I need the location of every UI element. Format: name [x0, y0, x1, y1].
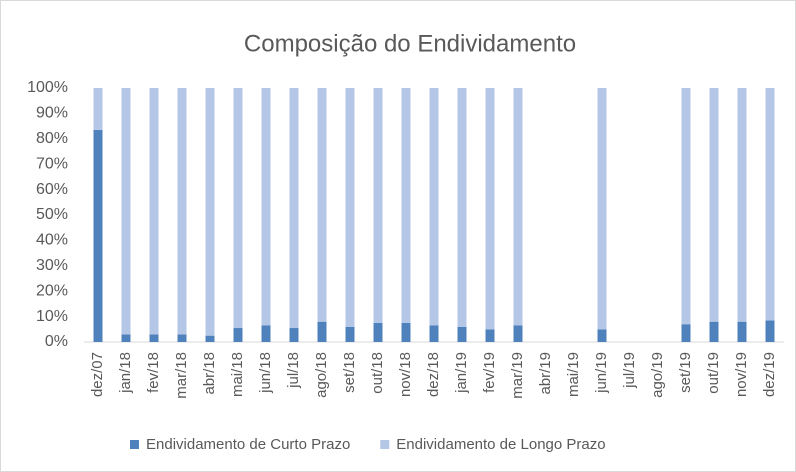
- bar-segment: [261, 325, 271, 342]
- x-tick-label: mai/18: [229, 352, 246, 397]
- bar-segment: [317, 88, 327, 322]
- y-tick-label: 80%: [36, 130, 68, 147]
- y-tick-label: 100%: [27, 79, 68, 96]
- bar-segment: [401, 322, 411, 342]
- x-tick-label: out/19: [705, 352, 722, 394]
- bar-segment: [373, 88, 383, 323]
- bar-segment: [765, 88, 775, 321]
- y-tick-label: 70%: [36, 155, 68, 172]
- legend-label: Endividamento de Curto Prazo: [146, 436, 350, 453]
- bar-segment: [737, 88, 747, 322]
- bar-segment: [149, 88, 159, 335]
- bar-segment: [429, 88, 439, 326]
- x-tick-label: jan/18: [117, 352, 134, 394]
- legend-swatch: [130, 440, 139, 449]
- y-tick-label: 50%: [36, 206, 68, 223]
- x-tick-label: jun/18: [257, 352, 274, 394]
- x-tick-label: mai/19: [565, 352, 582, 397]
- x-tick-label: dez/19: [761, 352, 778, 397]
- y-tick-label: 10%: [36, 308, 68, 325]
- y-tick-label: 30%: [36, 257, 68, 274]
- bar-segment: [457, 326, 467, 342]
- bar-segment: [345, 326, 355, 342]
- y-tick-label: 40%: [36, 232, 68, 249]
- x-tick-label: fev/19: [481, 352, 498, 393]
- bar-segment: [317, 321, 327, 342]
- bar-segment: [681, 324, 691, 342]
- bar-segment: [737, 321, 747, 342]
- x-tick-label: nov/19: [733, 352, 750, 397]
- x-tick-label: jun/19: [593, 352, 610, 394]
- legend-swatch: [380, 440, 390, 449]
- x-tick-label: set/19: [677, 352, 694, 393]
- bar-segment: [345, 88, 355, 327]
- x-tick-label: nov/18: [397, 352, 414, 397]
- bar-segment: [205, 335, 215, 342]
- bar-segment: [485, 88, 495, 330]
- x-tick-label: abr/19: [537, 352, 554, 395]
- bar-segment: [401, 88, 411, 323]
- x-tick-label: mar/19: [509, 352, 526, 399]
- x-tick-label: mar/18: [173, 352, 190, 399]
- bar-segment: [177, 334, 187, 342]
- bar-segment: [429, 325, 439, 342]
- bar-segment: [93, 88, 103, 130]
- x-tick-label: out/18: [369, 352, 386, 394]
- x-tick-label: fev/18: [145, 352, 162, 393]
- x-tick-label: ago/18: [313, 352, 330, 398]
- bar-segment: [177, 88, 187, 335]
- bar-segment: [457, 88, 467, 327]
- bar-segment: [597, 329, 607, 342]
- x-tick-label: jul/18: [285, 352, 302, 389]
- y-tick-label: 90%: [36, 105, 68, 122]
- y-tick-label: 20%: [36, 282, 68, 299]
- bar-segment: [765, 320, 775, 342]
- bar-segment: [513, 88, 523, 326]
- bar-segment: [233, 88, 243, 329]
- bar-segment: [233, 328, 243, 342]
- bar-segment: [289, 328, 299, 342]
- x-tick-label: dez/18: [425, 352, 442, 397]
- bar-segment: [121, 88, 131, 335]
- bar-segment: [205, 88, 215, 336]
- bar-segment: [485, 329, 495, 342]
- x-tick-label: jul/19: [621, 352, 638, 389]
- x-tick-label: set/18: [341, 352, 358, 393]
- legend-label: Endividamento de Longo Prazo: [396, 436, 605, 453]
- bar-segment: [289, 88, 299, 329]
- bar-segment: [121, 334, 131, 342]
- x-tick-label: ago/19: [649, 352, 666, 398]
- y-tick-label: 0%: [45, 333, 68, 350]
- x-tick-label: abr/18: [201, 352, 218, 395]
- bar-segment: [261, 88, 271, 326]
- bar-segment: [149, 334, 159, 342]
- bar-segment: [709, 88, 719, 322]
- bar-segment: [373, 322, 383, 342]
- bar-segment: [597, 88, 607, 330]
- x-tick-label: dez/07: [89, 352, 106, 397]
- bar-segment: [513, 325, 523, 342]
- y-tick-label: 60%: [36, 181, 68, 198]
- chart-title: Composição do Endividamento: [244, 30, 576, 57]
- bar-segment: [93, 129, 103, 342]
- bar-segment: [681, 88, 691, 325]
- x-tick-label: jan/19: [453, 352, 470, 394]
- bar-segment: [709, 321, 719, 342]
